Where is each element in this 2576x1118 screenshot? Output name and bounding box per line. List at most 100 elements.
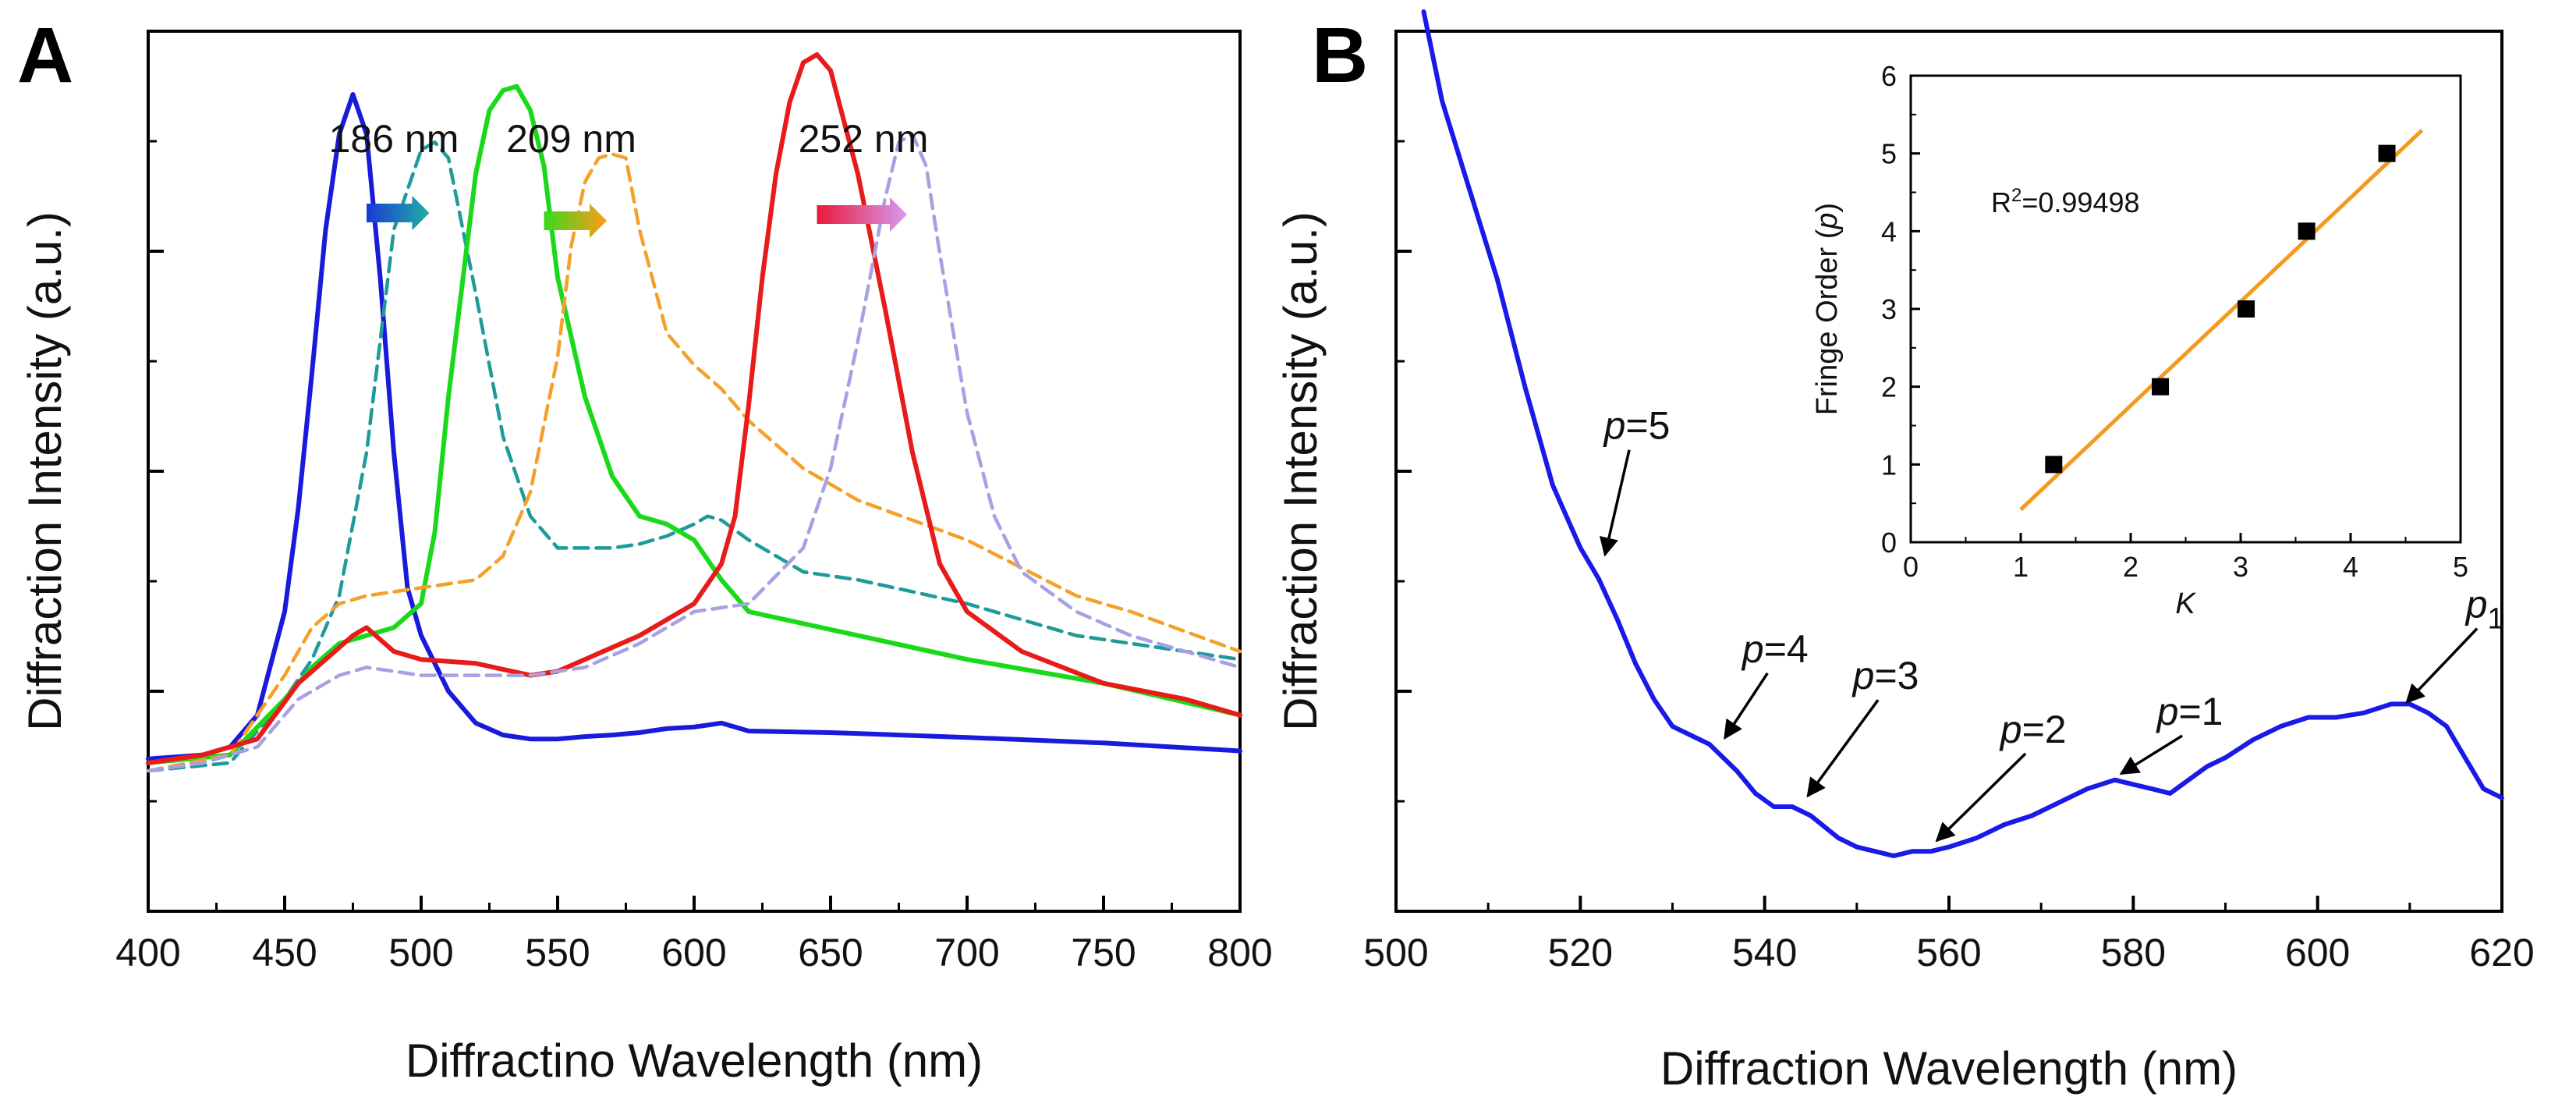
inset-y-axis-title-close: ) [1811, 203, 1844, 213]
inset-r2-annotation: R2=0.99498 [1991, 185, 2140, 218]
inset-y-tick-label: 3 [1881, 293, 1897, 325]
inset-ticks: 0 1 2 3 4 5 0 1 2 3 4 5 6 [1881, 60, 2468, 583]
panel-b-annotation-label-p-3: p=3 [1851, 654, 1919, 697]
inset-marks [2019, 128, 2424, 511]
inset-y-tick-label: 1 [1881, 449, 1897, 481]
panel-a-x-tick-label: 550 [525, 931, 590, 974]
panel-b-annotation-value: =4 [1764, 627, 1809, 671]
inset-y-tick-label: 6 [1881, 60, 1897, 92]
panel-b-ticks: 500 520 540 560 580 600 620 [1363, 30, 2535, 974]
panel-a-series-252-nm-shifted [146, 132, 1242, 773]
panel-b-x-tick-label: 580 [2101, 931, 2166, 974]
panel-a-series-186-nm-shifted [146, 140, 1242, 773]
panel-a-x-tick-label: 700 [934, 931, 999, 974]
panel-b-annotation-arrow-p-2 [1935, 752, 2027, 843]
panel-b-annotation-var: p [1741, 627, 1764, 671]
panel-a-x-tick-label: 650 [798, 931, 863, 974]
panel-a-x-tick-label: 750 [1071, 931, 1136, 974]
inset-x-tick-label: 4 [2343, 551, 2358, 583]
panel-b-annotation-value: =5 [1625, 404, 1670, 448]
inset-data-point [2152, 378, 2170, 396]
panel-b-annotation-arrow-p1 [2405, 627, 2479, 704]
panel-a-x-tick-label: 600 [661, 931, 726, 974]
inset-r2-letter: R [1991, 186, 2011, 218]
panel-a-annotations: 186 nm 209 nm 252 nm [329, 117, 929, 238]
panel-a-chart: 400 450 500 550 600 650 700 750 800 186 nm 209 nm… [19, 30, 1273, 1087]
panel-a-y-axis-title: Diffraction Intensity (a.u.) [19, 211, 71, 731]
panel-b-annotation-label-p-4: p=4 [1741, 627, 1809, 671]
panel-b-annotation-subscript: 1 [2488, 603, 2504, 636]
panel-a-x-tick-label: 400 [115, 931, 180, 974]
panel-b-x-tick-label: 500 [1363, 931, 1428, 974]
panel-b-annotation-arrow-p-1 [2119, 734, 2183, 776]
inset-y-tick-label: 5 [1881, 138, 1897, 170]
inset-y-tick-label: 0 [1881, 527, 1897, 559]
panel-b-x-tick-label: 620 [2469, 931, 2534, 974]
panel-a-ticks: 400 450 500 550 600 650 700 750 800 [115, 30, 1273, 974]
inset-x-tick-label: 0 [1903, 551, 1919, 583]
panel-b-x-axis-title: Diffraction Wavelength (nm) [1660, 1042, 2238, 1095]
panel-b-annotation-value: =3 [1874, 654, 1919, 697]
panel-a-x-tick-label: 800 [1207, 931, 1272, 974]
panel-b-annotation-value: =1 [2178, 690, 2223, 733]
panel-b-annotation-var: p [2464, 583, 2488, 626]
panel-b-annotation-var: p [1603, 404, 1626, 448]
inset-plot-frame [1909, 74, 2462, 544]
inset-x-tick-label: 5 [2453, 551, 2468, 583]
inset-x-tick-label: 3 [2233, 551, 2248, 583]
inset-y-axis-title: Fringe Order (p) [1811, 203, 1844, 415]
panel-a-series-group [146, 52, 1242, 773]
panel-a-shift-label-209-nm: 209 nm [506, 117, 636, 161]
inset-r2-superscript: 2 [2011, 185, 2021, 206]
panel-b-annotation-var: p [1851, 654, 1875, 697]
panel-a-plot-frame [147, 30, 1242, 913]
panel-b-annotation-label-p-5: p=5 [1603, 404, 1671, 448]
inset-y-tick-label: 4 [1881, 215, 1897, 247]
panel-a-series-252-nm-initial [146, 52, 1242, 765]
inset-x-tick-label: 1 [2013, 551, 2029, 583]
panel-b-annotation-value: =2 [2022, 708, 2067, 751]
inset-y-axis-title-main: Fringe Order ( [1811, 229, 1844, 415]
panel-b-series-spectrum [1421, 9, 2504, 858]
inset-data-point [2238, 300, 2255, 318]
inset-y-axis-title-var: p [1811, 212, 1844, 229]
panel-a-series-186-nm-initial [146, 92, 1242, 761]
panel-b-annotation-arrow-p-4 [1724, 672, 1769, 740]
panel-a-x-axis-title: Diffractino Wavelength (nm) [406, 1035, 983, 1087]
panel-b-series-group [1421, 9, 2504, 858]
panel-b-x-tick-label: 540 [1732, 931, 1797, 974]
panel-a-series-209-nm-initial [146, 83, 1242, 765]
panel-b-annotation-label-p-2: p=2 [1999, 708, 2067, 751]
panel-b-annotation-var: p [2156, 690, 2179, 733]
panel-b-chart: 500 520 540 560 580 600 620 p=5p=4p=3p=2 p=1p1 … [1274, 9, 2535, 1095]
inset-x-axis-title: K [2175, 587, 2196, 620]
panel-b-annotation-label-p1: p1 [2464, 583, 2504, 636]
inset-r2-value: =0.99498 [2021, 186, 2139, 218]
inset-data-point [2045, 456, 2063, 474]
panel-b-x-tick-label: 560 [1916, 931, 1981, 974]
inset-data-point [2298, 222, 2316, 240]
panel-a-shift-arrow-209-nm [544, 204, 607, 238]
panel-a-x-tick-label: 500 [388, 931, 453, 974]
panel-b-y-axis-title: Diffraction Intensity (a.u.) [1274, 211, 1327, 731]
panel-a-series-209-nm-shifted [146, 152, 1242, 773]
panel-a-shift-arrow-252-nm [817, 197, 907, 232]
panel-a-shift-arrow-186-nm [367, 196, 430, 230]
panel-b-annotation-var: p [1999, 708, 2022, 751]
panel-label-a: A [17, 12, 73, 99]
panel-b-annotations: p=5p=4p=3p=2 p=1p1 [1599, 404, 2504, 843]
panel-label-b: B [1312, 12, 1368, 99]
panel-a-shift-label-186-nm: 186 nm [329, 117, 459, 161]
panel-b-x-tick-label: 520 [1548, 931, 1613, 974]
panel-a-x-tick-label: 450 [252, 931, 317, 974]
inset-data-point [2378, 144, 2396, 162]
inset-y-tick-label: 2 [1881, 371, 1897, 403]
panel-a-shift-label-252-nm: 252 nm [799, 117, 929, 161]
inset-x-tick-label: 2 [2123, 551, 2138, 583]
panel-b-x-tick-label: 600 [2285, 931, 2350, 974]
inset-fit-line [2019, 128, 2424, 511]
panel-b-annotation-arrow-p-3 [1806, 699, 1880, 798]
panel-b-annotation-label-p-1: p=1 [2156, 690, 2223, 733]
